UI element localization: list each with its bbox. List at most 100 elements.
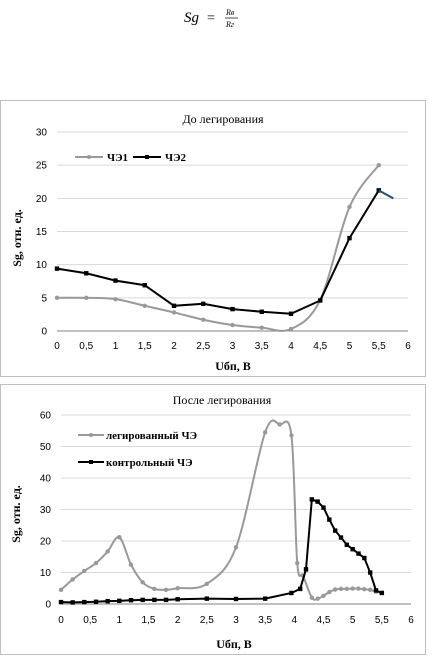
chart-1-title: До легирования [182,112,264,126]
data-point [171,310,177,315]
y-tick-label: 5 [41,293,47,304]
data-point [230,322,235,328]
data-point [142,283,147,288]
data-point [175,597,180,602]
data-point [338,535,344,540]
data-point [297,586,303,592]
data-point [105,549,110,554]
x-tick-label: 1,5 [138,341,152,352]
data-point [321,593,326,599]
data-point [113,278,118,283]
chart-2-grid [61,414,411,605]
y-tick-label: 40 [40,474,52,485]
data-point [163,597,169,603]
data-point [82,568,87,574]
y-tick-label: 10 [40,568,52,579]
x-tick-label: 3,5 [258,615,272,626]
legend-che1-label: ЧЭ1 [107,152,128,164]
x-tick-label: 4,5 [313,341,327,352]
data-point [350,546,355,552]
data-point [332,587,338,592]
data-point [373,588,379,593]
series-line [378,189,394,200]
y-tick-label: 10 [36,260,48,271]
legend-doped-marker [89,433,93,437]
data-point [140,597,145,603]
chart-1-border [0,100,426,377]
data-point [233,596,239,602]
data-point [201,317,206,322]
x-tick-label: 5,5 [372,341,386,352]
data-point [315,499,320,504]
x-tick-label: 1 [117,615,123,626]
chart-2-x-axis-label: Uбп, В [216,637,252,651]
x-tick-label: 6 [408,615,414,626]
data-point [105,598,110,604]
data-point [321,505,326,510]
data-point [113,296,118,302]
chart-1-legend: ЧЭ1 ЧЭ2 [75,152,187,164]
data-point [140,580,145,585]
x-tick-label: 0,5 [79,341,93,352]
data-point [84,295,89,301]
x-tick-label: 0,5 [83,615,97,626]
chart-2-series [58,419,385,605]
data-point [230,306,235,312]
x-tick-label: 3,5 [255,341,269,352]
chart-after-doping: После легирования Sg, отн. ед. Uбп, В 0 0… [0,384,426,655]
x-tick-label: 2,5 [196,341,210,352]
data-point [262,596,268,601]
x-tick-label: 5 [347,341,353,352]
y-tick-label: 0 [45,600,51,611]
x-tick-label: 1 [113,341,119,352]
chart-2-title: После легирования [173,393,272,407]
chart-2-y-axis-label: Sg, отн. ед. [9,485,23,543]
data-point [288,326,294,332]
legend-doped-label: легированный ЧЭ [106,430,197,442]
y-tick-label: 30 [40,505,52,516]
data-point [142,303,147,308]
data-point [82,599,87,605]
x-tick-label: 2,5 [200,615,214,626]
chart-2-legend: легированный ЧЭ контрольный ЧЭ [78,430,197,469]
data-point [93,560,99,566]
data-point [338,586,344,592]
chart-2-x-ticks: 0 0,5 1 1,5 2 2,5 3 3,5 4 4,5 5 5,5 6 [58,615,414,626]
formula-equals: = [207,11,215,26]
data-point [117,535,122,540]
chart-1-x-ticks: 0 0,5 1 1,5 2 2,5 3 3,5 4 4,5 5 5,5 6 [54,341,411,352]
data-point [289,433,294,438]
data-point [327,589,332,595]
x-tick-label: 4,5 [317,615,331,626]
chart-2-y-ticks: 0 10 20 30 40 50 60 [40,411,52,611]
y-tick-label: 50 [40,442,52,453]
data-point [70,577,75,582]
data-point [309,497,315,502]
chart-2-border [0,384,426,655]
formula-denominator: Rг [225,20,234,29]
data-point [362,586,367,592]
data-point [171,303,177,308]
x-tick-label: 2 [171,341,177,352]
y-tick-label: 20 [36,194,48,205]
chart-1-series [54,162,394,332]
x-tick-label: 0 [54,341,60,352]
data-point [288,311,294,316]
data-point [58,587,64,593]
legend-che2-marker [145,155,149,159]
data-point [70,600,75,605]
chart-1-y-axis-label: Sg, отн. ед. [10,209,24,267]
data-point [128,562,134,567]
data-point [315,596,320,601]
data-point [350,586,355,591]
y-tick-label: 25 [36,161,48,172]
data-point [367,587,373,593]
data-point [204,596,210,601]
data-point [259,309,264,314]
data-point [332,528,338,533]
chart-1-y-ticks: 0 5 10 15 20 25 30 [36,128,48,338]
x-tick-label: 3 [233,615,239,626]
y-tick-label: 30 [36,128,48,139]
chart-before-doping: До легирования Sg, отн. ед. Uбп, В 0 0,5 1… [0,100,426,377]
data-point [163,587,169,593]
